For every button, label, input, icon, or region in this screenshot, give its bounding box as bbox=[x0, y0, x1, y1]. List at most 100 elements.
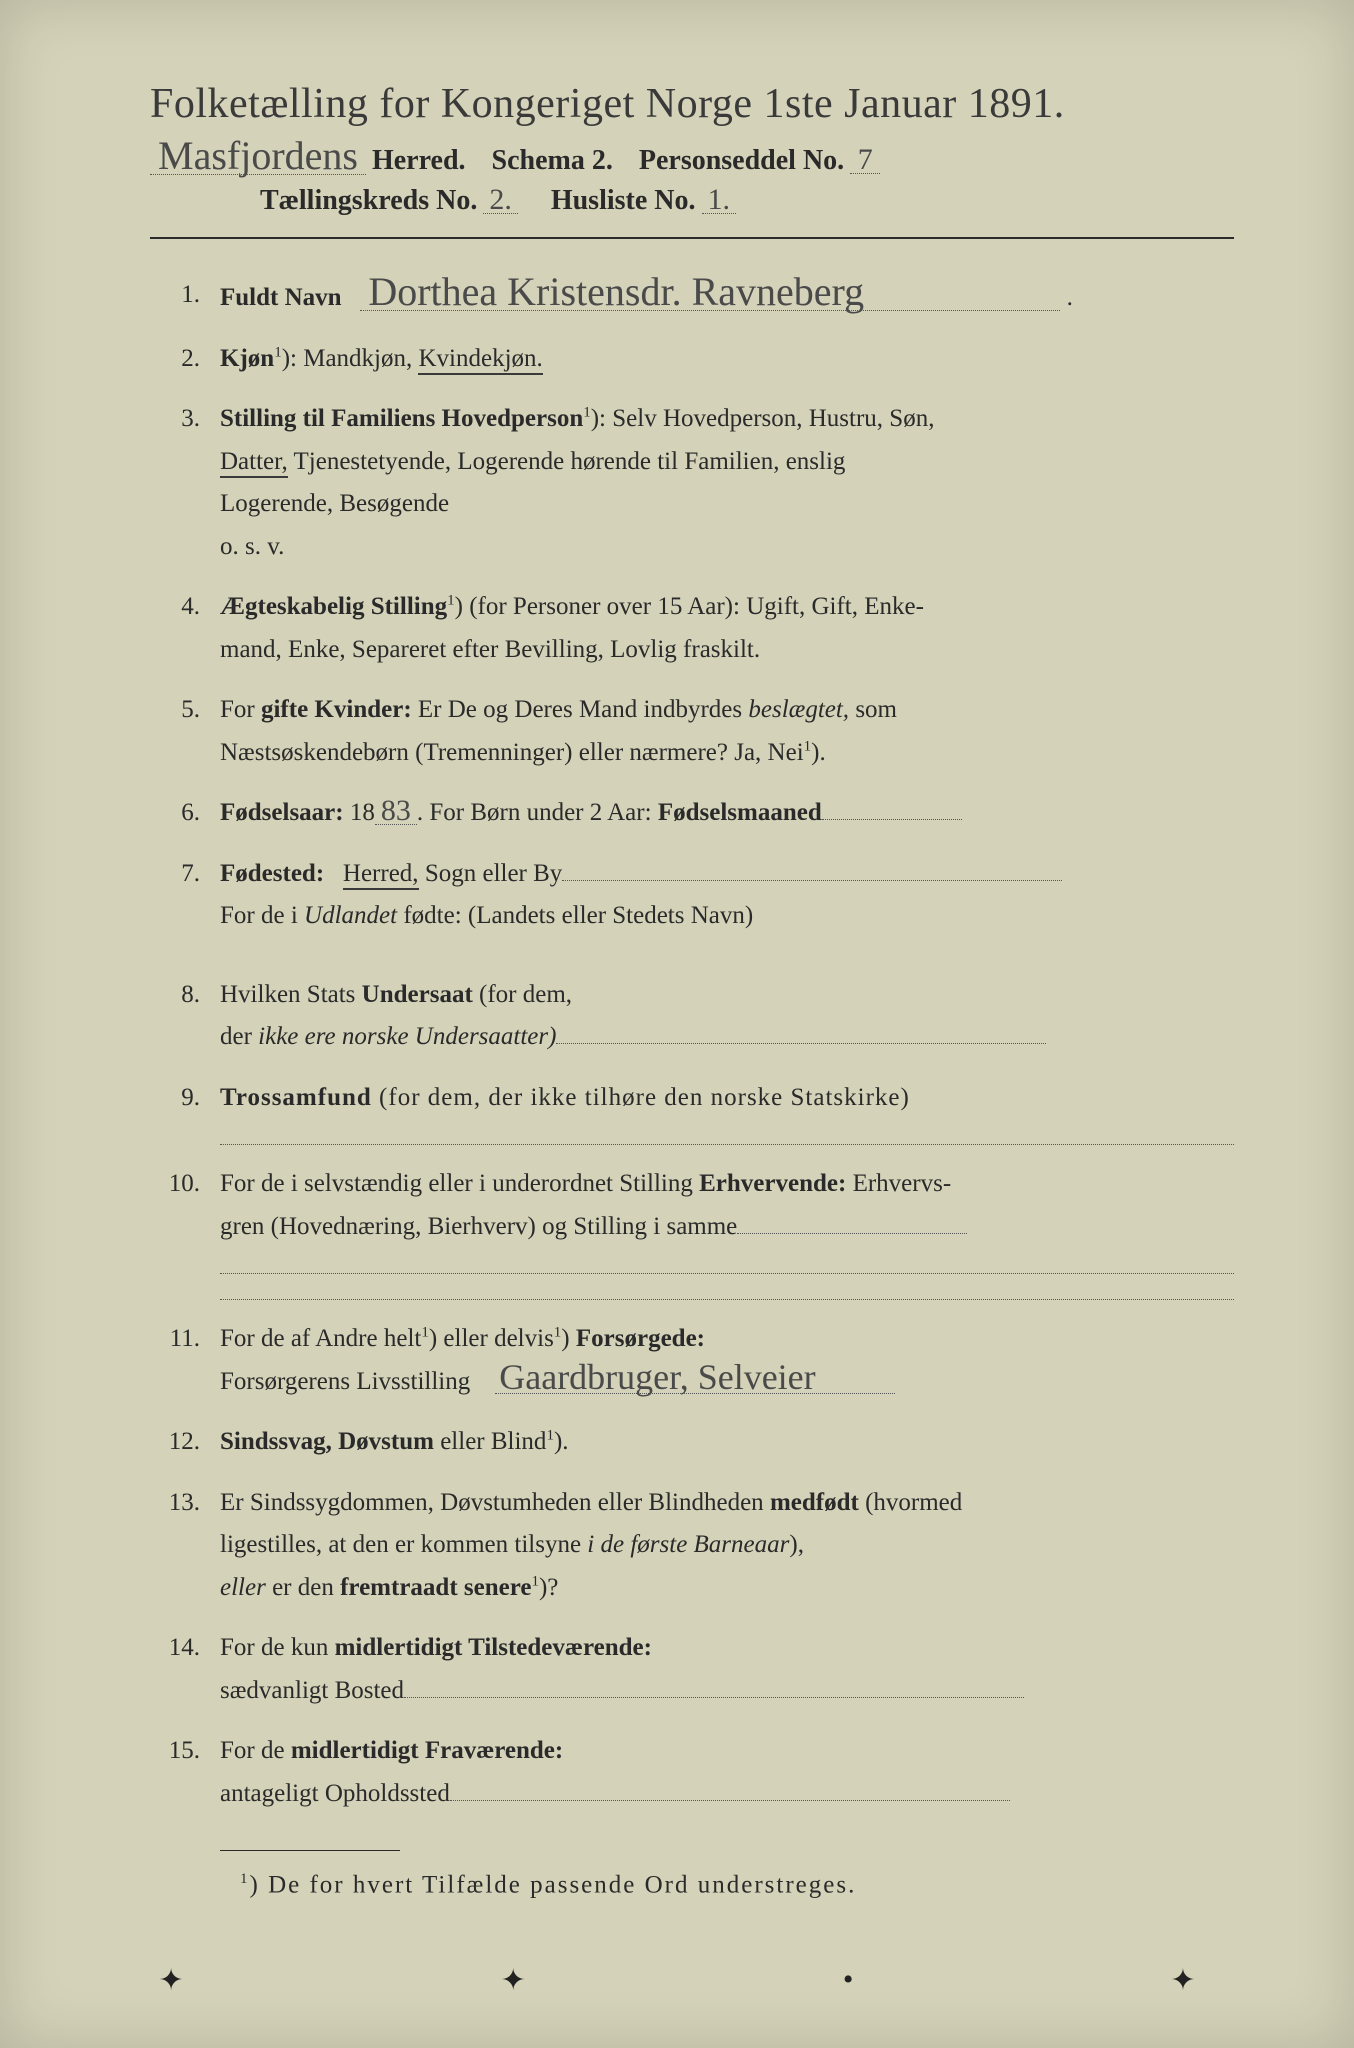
text: antageligt Opholdssted bbox=[220, 1780, 450, 1807]
italic-text: i de første Barneaar bbox=[587, 1531, 789, 1558]
item-8: 8. Hvilken Stats Undersaat (for dem, der… bbox=[150, 974, 1234, 1059]
text: For bbox=[220, 696, 261, 723]
field-label: Sindssvag, Døvstum bbox=[220, 1428, 434, 1455]
item-4: 4. Ægteskabelig Stilling1) (for Personer… bbox=[150, 586, 1234, 671]
footnote-ref: 1 bbox=[546, 1428, 554, 1444]
text: Tjenestetyende, Logerende hørende til Fa… bbox=[288, 448, 846, 475]
item-num: 10. bbox=[150, 1163, 220, 1300]
period: . bbox=[1067, 284, 1073, 311]
field-label: Fuldt Navn bbox=[220, 284, 342, 311]
herred-handwritten: Masfjordens bbox=[150, 138, 366, 175]
item-15: 15. For de midlertidigt Fraværende: anta… bbox=[150, 1730, 1234, 1815]
mark-icon: ✦ bbox=[1170, 1963, 1195, 1998]
text: Forsørgerens Livsstilling bbox=[220, 1368, 470, 1395]
item-7: 7. Fødested: Herred, Sogn eller By For d… bbox=[150, 853, 1234, 938]
text: For de af Andre helt bbox=[220, 1325, 421, 1352]
item-num: 11. bbox=[150, 1318, 220, 1403]
item-6: 6. Fødselsaar: 1883. For Børn under 2 Aa… bbox=[150, 792, 1234, 835]
text: ) (for Personer over 15 Aar): Ugift, Gif… bbox=[455, 593, 924, 620]
item-content: Sindssvag, Døvstum eller Blind1). bbox=[220, 1421, 1234, 1464]
item-2: 2. Kjøn1): Mandkjøn, Kvindekjøn. bbox=[150, 338, 1234, 381]
text: mand, Enke, Separeret efter Bevilling, L… bbox=[220, 636, 760, 663]
item-content: Hvilken Stats Undersaat (for dem, der ik… bbox=[220, 974, 1234, 1059]
text: Hvilken Stats bbox=[220, 981, 362, 1008]
italic-text: Udlandet bbox=[304, 902, 397, 929]
footnote-marker: 1 bbox=[240, 1871, 250, 1887]
census-form-page: Folketælling for Kongeriget Norge 1ste J… bbox=[0, 0, 1354, 2048]
text: . For Børn under 2 Aar: bbox=[417, 799, 658, 826]
herred-label: Herred. bbox=[372, 145, 466, 177]
person-label: Personseddel No. bbox=[639, 145, 844, 177]
text: For de i bbox=[220, 902, 304, 929]
footnote-ref: 1 bbox=[531, 1573, 539, 1589]
footnote-ref: 1 bbox=[583, 405, 591, 421]
footnote-text: ) De for hvert Tilfælde passende Ord und… bbox=[250, 1871, 857, 1898]
text: For de i selvstændig eller i underordnet… bbox=[220, 1170, 699, 1197]
text: Erhvervs- bbox=[846, 1170, 951, 1197]
field-label: Kjøn bbox=[220, 345, 274, 372]
blank-line bbox=[220, 1254, 1234, 1274]
mark-icon: ✦ bbox=[159, 1963, 184, 1998]
year-handwritten: 83 bbox=[375, 797, 417, 825]
italic-text: ikke ere norske Undersaatter) bbox=[258, 1023, 556, 1050]
bold-text: fremtraadt senere bbox=[340, 1574, 531, 1601]
provider-handwritten: Gaardbruger, Selveier bbox=[495, 1361, 895, 1394]
item-num: 15. bbox=[150, 1730, 220, 1815]
item-13: 13. Er Sindssygdommen, Døvstumheden elle… bbox=[150, 1482, 1234, 1610]
footnote-ref: 1 bbox=[447, 593, 455, 609]
item-content: For de af Andre helt1) eller delvis1) Fo… bbox=[220, 1318, 1234, 1403]
blank-field bbox=[737, 1233, 967, 1234]
text: ). bbox=[811, 739, 826, 766]
item-content: Fødselsaar: 1883. For Børn under 2 Aar: … bbox=[220, 792, 1234, 835]
item-content: Er Sindssygdommen, Døvstumheden eller Bl… bbox=[220, 1482, 1234, 1610]
field-label: gifte Kvinder: bbox=[261, 696, 412, 723]
item-num: 13. bbox=[150, 1482, 220, 1610]
blank-field bbox=[450, 1800, 1010, 1801]
field-label: Undersaat bbox=[362, 981, 473, 1008]
item-num: 12. bbox=[150, 1421, 220, 1464]
text: ) bbox=[561, 1325, 576, 1352]
blank-field bbox=[404, 1697, 1024, 1698]
item-num: 6. bbox=[150, 792, 220, 835]
selected-value: Datter, bbox=[220, 448, 288, 478]
item-9: 9. Trossamfund (for dem, der ikke tilhør… bbox=[150, 1077, 1234, 1146]
field-label: Forsørgede: bbox=[576, 1325, 705, 1352]
item-12: 12. Sindssvag, Døvstum eller Blind1). bbox=[150, 1421, 1234, 1464]
kreds-label: Tællingskreds No. bbox=[260, 185, 477, 217]
text: ), bbox=[789, 1531, 804, 1558]
text: Er De og Deres Mand indbyrdes bbox=[412, 696, 749, 723]
mark-icon: • bbox=[843, 1963, 854, 1998]
selected-value: Herred, bbox=[343, 860, 419, 890]
text: ligestilles, at den er kommen tilsyne bbox=[220, 1531, 587, 1558]
italic-text: beslægtet, bbox=[748, 696, 849, 723]
field-label: Stilling til Familiens Hovedperson bbox=[220, 405, 583, 432]
item-1: 1. Fuldt Navn Dorthea Kristensdr. Ravneb… bbox=[150, 274, 1234, 320]
text: sædvanligt Bosted bbox=[220, 1677, 404, 1704]
footnote-ref: 1 bbox=[274, 344, 282, 360]
item-num: 5. bbox=[150, 689, 220, 774]
text: For de bbox=[220, 1737, 291, 1764]
name-handwritten: Dorthea Kristensdr. Ravneberg bbox=[360, 274, 1060, 311]
item-content: For de kun midlertidigt Tilstedeværende:… bbox=[220, 1627, 1234, 1712]
field-label: Erhvervende: bbox=[699, 1170, 846, 1197]
item-content: Ægteskabelig Stilling1) (for Personer ov… bbox=[220, 586, 1234, 671]
item-num: 3. bbox=[150, 398, 220, 568]
item-content: Kjøn1): Mandkjøn, Kvindekjøn. bbox=[220, 338, 1234, 381]
text: Logerende, Besøgende bbox=[220, 490, 449, 517]
selected-value: Kvindekjøn. bbox=[418, 345, 542, 375]
item-num: 2. bbox=[150, 338, 220, 381]
text: Sogn eller By bbox=[419, 860, 563, 887]
item-3: 3. Stilling til Familiens Hovedperson1):… bbox=[150, 398, 1234, 568]
footnote: 1) De for hvert Tilfælde passende Ord un… bbox=[150, 1871, 1234, 1899]
item-num: 14. bbox=[150, 1627, 220, 1712]
item-content: For de midlertidigt Fraværende: antageli… bbox=[220, 1730, 1234, 1815]
item-14: 14. For de kun midlertidigt Tilstedevære… bbox=[150, 1627, 1234, 1712]
text: For de kun bbox=[220, 1634, 335, 1661]
item-content: Stilling til Familiens Hovedperson1): Se… bbox=[220, 398, 1234, 568]
field-label: medfødt bbox=[770, 1489, 859, 1516]
spacer bbox=[150, 956, 1234, 974]
field-label-2: Fødselsmaaned bbox=[658, 799, 822, 826]
blank-field bbox=[556, 1043, 1046, 1044]
text: ). bbox=[554, 1428, 569, 1455]
field-label: Ægteskabelig Stilling bbox=[220, 593, 447, 620]
